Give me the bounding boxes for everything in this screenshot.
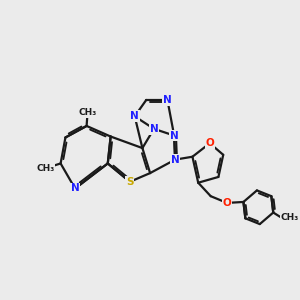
Text: O: O: [223, 198, 232, 208]
Text: O: O: [206, 138, 214, 148]
Text: N: N: [163, 95, 172, 105]
Text: N: N: [150, 124, 158, 134]
Text: S: S: [126, 177, 134, 187]
Text: CH₃: CH₃: [281, 213, 299, 222]
Text: N: N: [170, 130, 178, 141]
Text: N: N: [130, 111, 139, 121]
Text: CH₃: CH₃: [36, 164, 54, 173]
Text: CH₃: CH₃: [78, 108, 97, 117]
Text: N: N: [171, 154, 179, 165]
Text: N: N: [71, 184, 80, 194]
